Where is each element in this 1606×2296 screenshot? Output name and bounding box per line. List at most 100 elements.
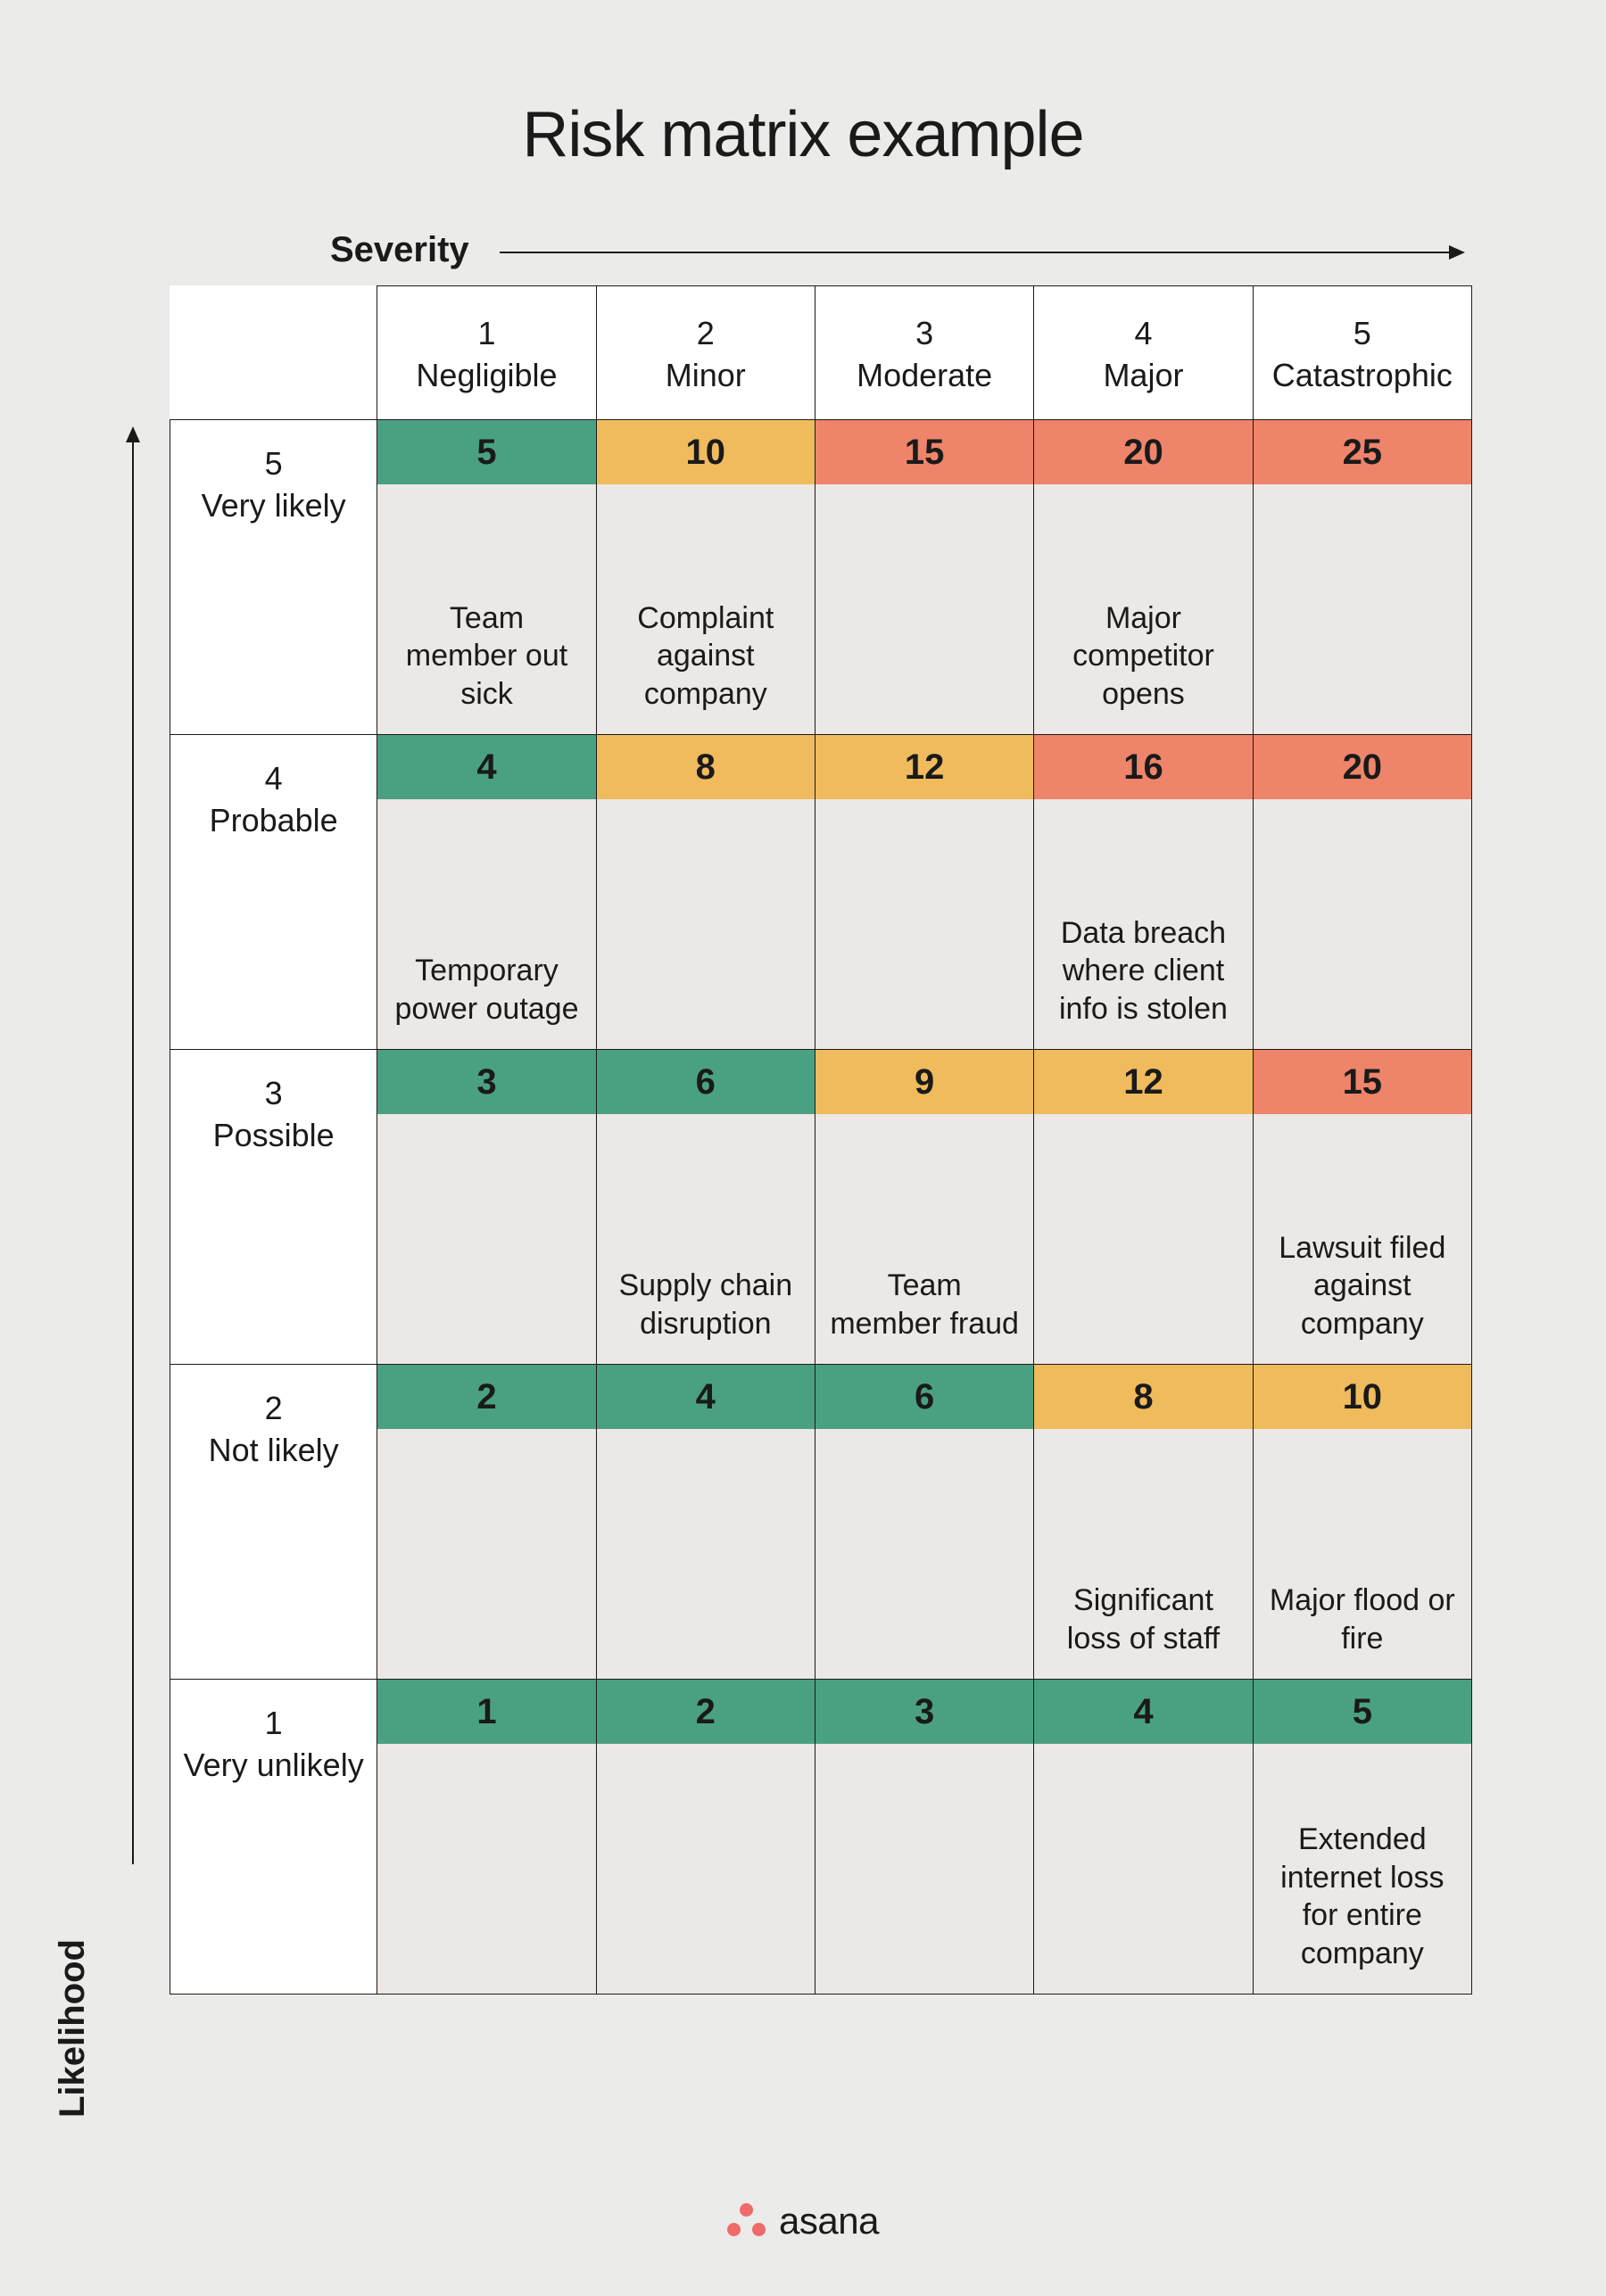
cell-text bbox=[1034, 1114, 1252, 1364]
score-band: 2 bbox=[597, 1680, 815, 1744]
cell-text: Significant loss of staff bbox=[1034, 1429, 1252, 1679]
score-band: 2 bbox=[377, 1365, 595, 1429]
matrix-cell: 12 bbox=[1034, 1050, 1253, 1365]
likelihood-arrow-icon bbox=[132, 428, 134, 1864]
severity-label: Minor bbox=[597, 355, 815, 397]
logo-text: asana bbox=[779, 2200, 879, 2242]
cell-text: Team member fraud bbox=[815, 1114, 1033, 1364]
severity-num: 1 bbox=[377, 313, 595, 355]
asana-logo-icon bbox=[727, 2203, 766, 2239]
severity-num: 5 bbox=[1254, 313, 1471, 355]
score-band: 15 bbox=[1254, 1050, 1471, 1114]
score-band: 3 bbox=[377, 1050, 595, 1114]
score-band: 12 bbox=[1034, 1050, 1252, 1114]
matrix-cell: 5Extended internet loss for entire compa… bbox=[1253, 1680, 1471, 1995]
matrix-cell: 4Temporary power outage bbox=[377, 735, 596, 1050]
score-band: 1 bbox=[377, 1680, 595, 1744]
likelihood-num: 1 bbox=[170, 1703, 377, 1745]
cell-text bbox=[815, 1744, 1033, 1994]
matrix-cell: 8 bbox=[596, 735, 815, 1050]
cell-text bbox=[1254, 484, 1471, 734]
cell-text bbox=[815, 484, 1033, 734]
score-band: 16 bbox=[1034, 735, 1252, 799]
cell-text bbox=[815, 799, 1033, 1049]
score-band: 8 bbox=[1034, 1365, 1252, 1429]
severity-header: 5 Catastrophic bbox=[1253, 286, 1471, 420]
page: Risk matrix example Severity Likelihood … bbox=[0, 0, 1606, 2296]
cell-text: Complaint against company bbox=[597, 484, 815, 734]
score-band: 25 bbox=[1254, 420, 1471, 484]
cell-text bbox=[1034, 1744, 1252, 1994]
likelihood-header: 3Possible bbox=[170, 1050, 377, 1365]
matrix-row: 2Not likely2468Significant loss of staff… bbox=[170, 1365, 1472, 1680]
score-band: 3 bbox=[815, 1680, 1033, 1744]
cell-text: Supply chain disruption bbox=[597, 1114, 815, 1364]
matrix-cell: 15Lawsuit filed against company bbox=[1253, 1050, 1471, 1365]
severity-label: Major bbox=[1034, 355, 1252, 397]
matrix-cell: 2 bbox=[377, 1365, 596, 1680]
matrix-cell: 25 bbox=[1253, 420, 1471, 735]
score-band: 5 bbox=[1254, 1680, 1471, 1744]
matrix-row: 4Probable4Temporary power outage81216Dat… bbox=[170, 735, 1472, 1050]
axis-label-likelihood: Likelihood bbox=[53, 1939, 93, 2118]
cell-text bbox=[377, 1114, 595, 1364]
matrix-row: 3Possible36Supply chain disruption9Team … bbox=[170, 1050, 1472, 1365]
likelihood-num: 2 bbox=[170, 1388, 377, 1430]
score-band: 6 bbox=[597, 1050, 815, 1114]
axis-label-severity: Severity bbox=[330, 230, 469, 270]
cell-text bbox=[597, 799, 815, 1049]
score-band: 10 bbox=[1254, 1365, 1471, 1429]
cell-text: Temporary power outage bbox=[377, 799, 595, 1049]
likelihood-header: 2Not likely bbox=[170, 1365, 377, 1680]
matrix-cell: 12 bbox=[815, 735, 1033, 1050]
score-band: 6 bbox=[815, 1365, 1033, 1429]
severity-header-row: 1 Negligible 2 Minor 3 Moderate 4 Major … bbox=[170, 286, 1472, 420]
score-band: 20 bbox=[1034, 420, 1252, 484]
cell-text: Lawsuit filed against company bbox=[1254, 1114, 1471, 1364]
matrix-cell: 20 bbox=[1253, 735, 1471, 1050]
matrix-body: 5Very likely5Team member out sick10Compl… bbox=[170, 420, 1472, 1995]
matrix-cell: 6 bbox=[815, 1365, 1033, 1680]
footer-logo: asana bbox=[727, 2200, 879, 2242]
matrix-cell: 15 bbox=[815, 420, 1033, 735]
score-band: 4 bbox=[377, 735, 595, 799]
matrix-cell: 10Complaint against company bbox=[596, 420, 815, 735]
likelihood-label: Probable bbox=[170, 800, 377, 842]
severity-arrow-icon bbox=[500, 252, 1463, 253]
severity-label: Negligible bbox=[377, 355, 595, 397]
matrix-cell: 4 bbox=[596, 1365, 815, 1680]
score-band: 12 bbox=[815, 735, 1033, 799]
likelihood-num: 4 bbox=[170, 758, 377, 800]
cell-text: Major competitor opens bbox=[1034, 484, 1252, 734]
score-band: 5 bbox=[377, 420, 595, 484]
severity-header: 2 Minor bbox=[596, 286, 815, 420]
score-band: 8 bbox=[597, 735, 815, 799]
likelihood-header: 1Very unlikely bbox=[170, 1680, 377, 1995]
cell-text bbox=[1254, 799, 1471, 1049]
severity-num: 2 bbox=[597, 313, 815, 355]
matrix-cell: 8Significant loss of staff bbox=[1034, 1365, 1253, 1680]
matrix-cell: 20Major competitor opens bbox=[1034, 420, 1253, 735]
cell-text: Extended internet loss for entire compan… bbox=[1254, 1744, 1471, 1994]
severity-header: 1 Negligible bbox=[377, 286, 596, 420]
cell-text bbox=[815, 1429, 1033, 1679]
likelihood-label: Not likely bbox=[170, 1430, 377, 1472]
cell-text: Major flood or fire bbox=[1254, 1429, 1471, 1679]
likelihood-header: 5Very likely bbox=[170, 420, 377, 735]
matrix-cell: 3 bbox=[815, 1680, 1033, 1995]
matrix-cell: 9Team member fraud bbox=[815, 1050, 1033, 1365]
matrix-cell: 10Major flood or fire bbox=[1253, 1365, 1471, 1680]
cell-text: Team member out sick bbox=[377, 484, 595, 734]
cell-text: Data breach where client info is stolen bbox=[1034, 799, 1252, 1049]
cell-text bbox=[597, 1744, 815, 1994]
cell-text bbox=[377, 1429, 595, 1679]
cell-text bbox=[597, 1429, 815, 1679]
score-band: 15 bbox=[815, 420, 1033, 484]
likelihood-num: 5 bbox=[170, 443, 377, 485]
matrix-cell: 4 bbox=[1034, 1680, 1253, 1995]
matrix-cell: 3 bbox=[377, 1050, 596, 1365]
likelihood-header: 4Probable bbox=[170, 735, 377, 1050]
likelihood-label: Possible bbox=[170, 1115, 377, 1157]
matrix-row: 5Very likely5Team member out sick10Compl… bbox=[170, 420, 1472, 735]
score-band: 9 bbox=[815, 1050, 1033, 1114]
